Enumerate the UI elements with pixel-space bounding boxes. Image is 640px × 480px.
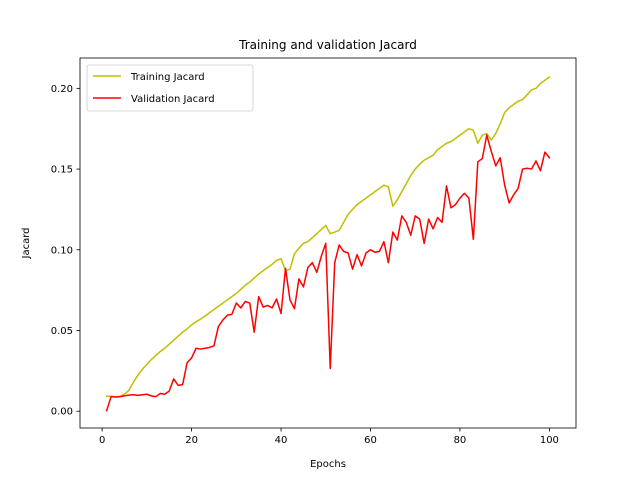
y-tick-label: 0.00 [51, 407, 73, 418]
series-line-training-jacard [105, 76, 551, 398]
plot-frame [79, 57, 577, 429]
x-tick-label: 0 [99, 435, 105, 446]
y-tick-label: 0.05 [51, 326, 73, 337]
x-axis-label: Epochs [310, 459, 346, 470]
legend-frame [86, 64, 254, 112]
y-tick-label: 0.15 [51, 165, 73, 176]
y-tick-label: 0.20 [51, 84, 73, 95]
x-tick-label: 60 [364, 435, 377, 446]
plot-area [80, 58, 576, 428]
x-tick-label: 20 [185, 435, 198, 446]
x-tick-label: 100 [540, 435, 559, 446]
y-axis-ticks: 0.00 0.05 0.10 0.15 0.20 [51, 84, 80, 418]
y-tick-label: 0.10 [51, 245, 73, 256]
x-tick-label: 80 [454, 435, 467, 446]
x-axis-ticks: 0 20 40 60 80 100 [99, 428, 559, 446]
y-axis-label: Jacard [21, 228, 32, 260]
x-tick-label: 40 [275, 435, 288, 446]
legend-label-training: Training Jacard [130, 72, 205, 83]
legend-label-validation: Validation Jacard [131, 94, 215, 105]
series-line-validation-jacard [105, 134, 551, 412]
legend: Training Jacard Validation Jacard [86, 64, 254, 112]
chart-title: Training and validation Jacard [238, 38, 417, 52]
series-layer [105, 76, 551, 412]
